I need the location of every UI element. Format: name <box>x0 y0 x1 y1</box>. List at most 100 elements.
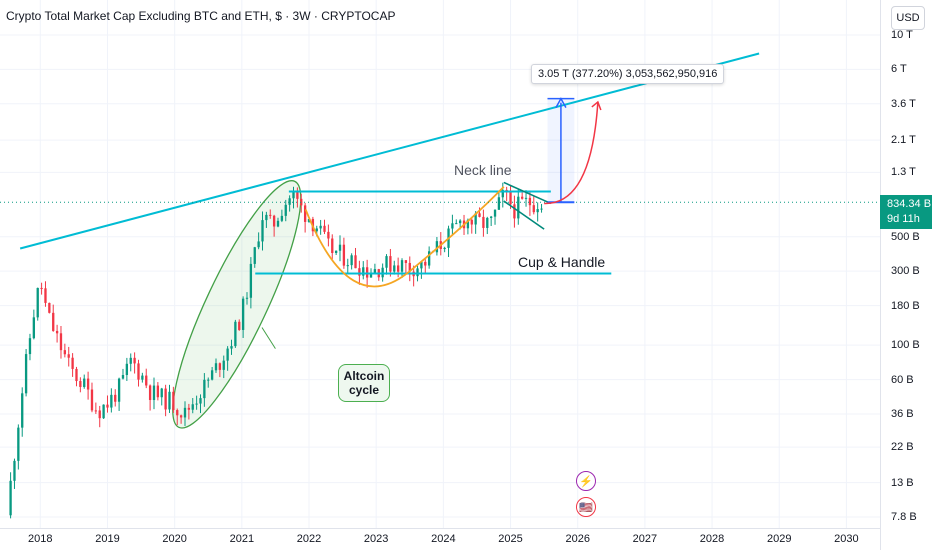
candle-down <box>52 312 55 331</box>
candle-down <box>323 225 326 232</box>
current-price-tag: 834.34 B 9d 11h <box>880 195 932 229</box>
lightning-event-icon[interactable]: ⚡ <box>576 471 596 491</box>
x-tick-label: 2028 <box>699 533 725 545</box>
x-tick-label: 2018 <box>28 533 53 545</box>
projection-arrow-head <box>555 97 567 109</box>
candle-down <box>424 261 427 266</box>
candle-up <box>28 338 32 355</box>
candle-up <box>497 197 501 210</box>
candle-down <box>365 267 369 278</box>
candle-down <box>509 190 512 205</box>
candle-down <box>532 205 535 213</box>
candle-down <box>86 378 90 390</box>
candle-up <box>315 228 318 232</box>
candle-down <box>404 260 408 263</box>
y-axis[interactable]: USD 10 T 6 T 3.6 T 2.1 T 1.3 T 500 B 300 B 180 … <box>880 0 932 550</box>
candle-up <box>385 256 388 268</box>
candle-up <box>369 274 373 278</box>
candle-up <box>222 360 225 370</box>
us-flag-event-icon[interactable]: 🇺🇸 <box>576 497 596 517</box>
candle-down <box>528 197 532 206</box>
chart-title: Crypto Total Market Cap Excluding BTC an… <box>6 9 396 23</box>
candle-down <box>269 214 272 216</box>
candle-up <box>102 404 105 419</box>
candle-down <box>55 330 59 334</box>
candle-up <box>466 219 470 229</box>
x-tick-label: 2025 <box>498 533 523 545</box>
candle-up <box>125 363 129 376</box>
candle-down <box>176 410 179 416</box>
chart-svg[interactable] <box>0 0 880 528</box>
candle-up <box>346 265 349 267</box>
neck-line-label[interactable]: Neck line <box>454 162 512 178</box>
candle-up <box>160 388 163 398</box>
candle-up <box>540 208 543 210</box>
y-tick-label: 10 T <box>891 29 913 41</box>
candle-up <box>400 260 404 272</box>
candle-down <box>505 189 508 191</box>
x-tick-label: 2019 <box>95 533 120 545</box>
candle-up <box>319 225 322 229</box>
candle-down <box>408 262 411 272</box>
candle-up <box>230 346 233 349</box>
candle-down <box>396 265 400 272</box>
chart-plot-area[interactable] <box>0 0 880 528</box>
candle-up <box>32 317 36 339</box>
x-tick-label: 2023 <box>363 533 389 545</box>
candle-down <box>94 410 98 412</box>
candle-down <box>218 363 222 370</box>
y-tick-label: 7.8 B <box>891 511 917 523</box>
candle-up <box>9 480 12 516</box>
candle-up <box>207 379 210 381</box>
candle-down <box>44 288 47 303</box>
candle-up <box>249 263 253 298</box>
y-tick-label: 13 B <box>891 476 914 489</box>
candle-up <box>334 250 338 253</box>
candle-down <box>358 268 361 276</box>
candle-up <box>474 213 477 225</box>
x-tick-label: 2020 <box>162 533 187 545</box>
candle-up <box>493 209 497 217</box>
candle-down <box>48 302 51 313</box>
candle-down <box>79 381 82 387</box>
candle-down <box>478 213 481 217</box>
candle-up <box>265 214 268 221</box>
x-tick-label: 2027 <box>632 533 658 545</box>
candle-up <box>486 217 489 228</box>
current-price-value: 834.34 B <box>887 198 932 210</box>
y-tick-label: 3.6 T <box>891 97 916 110</box>
x-tick-label: 2021 <box>229 533 255 545</box>
candle-up <box>338 244 342 251</box>
x-tick-label: 2022 <box>296 533 322 545</box>
candle-down <box>513 204 516 219</box>
candle-up <box>117 378 121 402</box>
x-tick-label: 2029 <box>766 533 792 545</box>
candle-up <box>129 357 132 364</box>
bar-countdown: 9d 11h <box>887 213 920 225</box>
candle-down <box>156 385 160 398</box>
candle-up <box>524 197 528 199</box>
measure-label[interactable]: 3.05 T (377.20%) 3,053,562,950,916 <box>531 64 725 84</box>
resistance-trendline <box>19 52 760 250</box>
candle-up <box>307 218 311 222</box>
cup-handle-label[interactable]: Cup & Handle <box>518 254 606 270</box>
candle-up <box>261 220 264 242</box>
projection-curve-arrowhead <box>591 100 602 111</box>
currency-button[interactable]: USD <box>891 6 925 30</box>
candle-down <box>354 255 357 269</box>
x-axis[interactable]: 2018 2019 2020 2021 2022 2023 2024 2025 2026 2027… <box>0 528 880 551</box>
candle-up <box>455 223 458 225</box>
candle-up <box>420 261 423 269</box>
candle-up <box>284 204 287 216</box>
altcoin-cycle-callout[interactable]: Altcoin cycle <box>338 364 390 402</box>
y-tick-label: 1.3 T <box>891 166 916 179</box>
altcoin-cycle-ellipse <box>172 180 302 429</box>
candle-up <box>435 241 439 253</box>
y-tick-label: 500 B <box>891 230 920 243</box>
candle-down <box>75 368 78 382</box>
candle-down <box>179 415 183 418</box>
candle-down <box>164 388 167 410</box>
y-tick-label: 180 B <box>891 299 920 312</box>
candle-down <box>342 244 346 266</box>
candle-down <box>137 363 140 380</box>
